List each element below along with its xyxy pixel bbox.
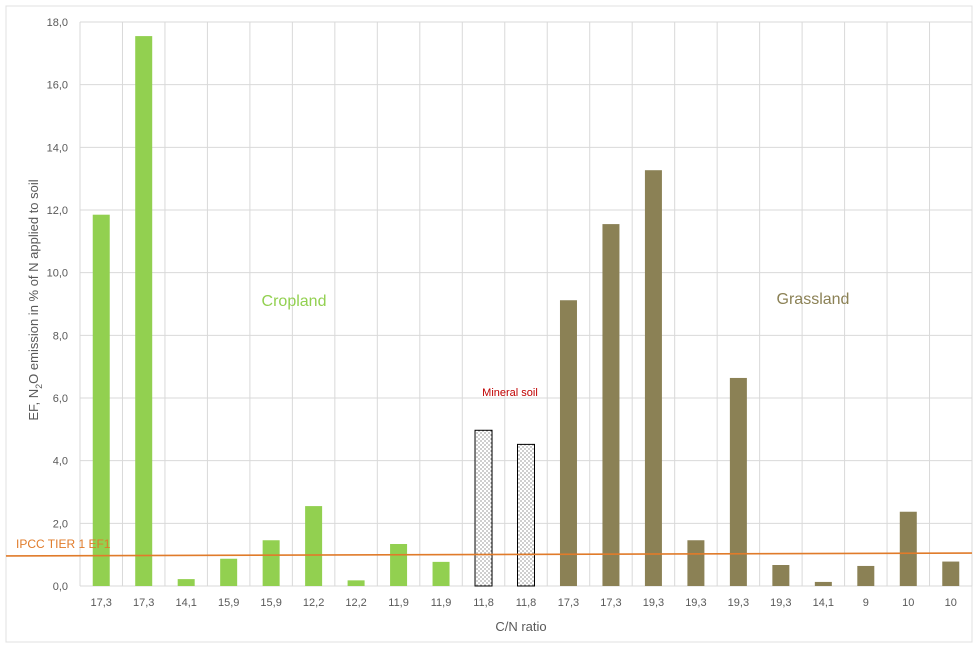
- y-tick-label: 4,0: [53, 456, 68, 468]
- bar-14: [644, 170, 662, 586]
- x-tick-label: 11,9: [388, 597, 409, 609]
- gridlines: [79, 21, 973, 587]
- x-tick-label: 12,2: [345, 597, 366, 609]
- y-tick-label: 16,0: [47, 80, 68, 92]
- y-tick-label: 2,0: [53, 518, 68, 530]
- y-tick-label: 8,0: [53, 330, 68, 342]
- y-tick-label: 10,0: [47, 268, 68, 280]
- ipcc-tier1-reference-line: [5, 552, 973, 557]
- x-tick-label: 19,3: [643, 597, 664, 609]
- x-axis-title: C/N ratio: [495, 619, 546, 634]
- annotation-grassland: Grassland: [777, 291, 850, 308]
- x-tick-label: 14,1: [175, 597, 196, 609]
- y-tick-label: 6,0: [53, 393, 68, 405]
- y-tick-label: 0,0: [53, 581, 68, 593]
- y-tick-labels: 0,0 2,0 4,0 6,0 8,0 10,0 12,0 14,0 16,0 18,0: [47, 17, 68, 593]
- x-tick-labels: 17,3 17,3 14,1 15,9 15,9 12,2 12,2 11,9 11,9 11,8…: [91, 597, 957, 609]
- bar-1: [92, 214, 110, 586]
- bar-11: [517, 443, 535, 587]
- x-tick-label: 10: [902, 597, 914, 609]
- x-tick-label: 12,2: [303, 597, 324, 609]
- bar-4: [220, 558, 238, 586]
- bar-13: [602, 224, 620, 586]
- annotation-mineral-soil: Mineral soil: [482, 387, 538, 399]
- x-tick-label: 19,3: [685, 597, 706, 609]
- bar-18: [814, 581, 832, 586]
- x-tick-label: 17,3: [133, 597, 154, 609]
- x-tick-label: 19,3: [770, 597, 791, 609]
- x-tick-label: 10: [945, 597, 957, 609]
- x-tick-label: 17,3: [600, 597, 621, 609]
- x-tick-label: 17,3: [558, 597, 579, 609]
- bar-2: [135, 36, 153, 587]
- x-tick-label: 15,9: [218, 597, 239, 609]
- bar-19: [857, 565, 875, 586]
- y-tick-label: 14,0: [47, 142, 68, 154]
- annotation-cropland: Cropland: [262, 293, 327, 310]
- reference-line-group: [5, 552, 973, 557]
- bar-12: [559, 300, 577, 586]
- y-tick-label: 18,0: [47, 17, 68, 29]
- bar-5: [262, 540, 280, 586]
- x-tick-label: 17,3: [91, 597, 112, 609]
- y-tick-label: 12,0: [47, 205, 68, 217]
- x-tick-label: 11,9: [431, 597, 452, 609]
- bar-3: [177, 579, 195, 586]
- bar-9: [432, 561, 450, 586]
- x-tick-label: 15,9: [260, 597, 281, 609]
- bar-7: [347, 580, 365, 586]
- bar-15: [687, 540, 705, 586]
- bar-16: [729, 377, 747, 586]
- bar-20: [899, 511, 917, 586]
- bar-6: [305, 506, 323, 586]
- y-axis-title: EF, N2O emission in % of N applied to so…: [26, 179, 44, 420]
- x-tick-label: 11,8: [473, 597, 494, 609]
- bars: [92, 36, 960, 587]
- x-tick-label: 11,8: [516, 597, 537, 609]
- x-tick-label: 9: [863, 597, 869, 609]
- bar-21: [942, 561, 960, 586]
- bar-8: [390, 544, 408, 586]
- bar-17: [772, 565, 790, 586]
- x-tick-label: 19,3: [728, 597, 749, 609]
- x-tick-label: 14,1: [813, 597, 834, 609]
- reference-line-label: IPCC TIER 1 EF1: [16, 537, 111, 551]
- bar-10: [474, 429, 493, 587]
